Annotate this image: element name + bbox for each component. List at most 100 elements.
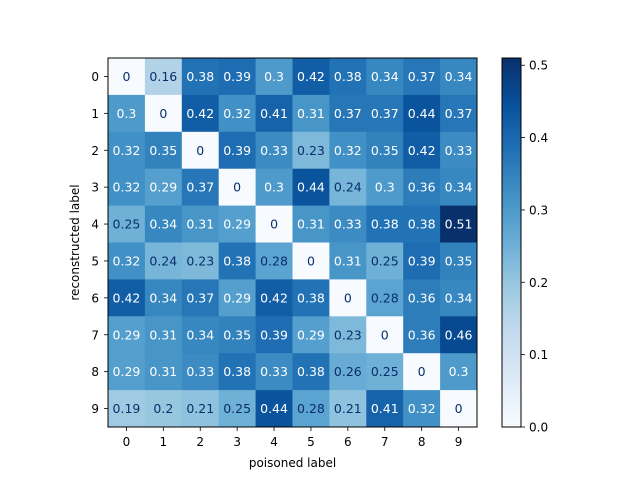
heatmap-cell [108, 205, 146, 243]
heatmap-cell [440, 168, 478, 207]
cell-value-label: 0.31 [297, 217, 325, 232]
heatmap-cell [329, 94, 367, 133]
cell-value-label: 0.33 [334, 217, 362, 232]
cell-value-label: 0.35 [223, 327, 251, 342]
heatmap-cell [181, 205, 220, 243]
cell-value-label: 0 [122, 69, 130, 84]
heatmap-cell [108, 316, 146, 354]
heatmap-cell [108, 242, 146, 280]
x-tick-label: 3 [233, 435, 241, 449]
cell-value-label: 0.39 [223, 143, 251, 158]
heatmap-cell [144, 168, 183, 207]
y-tick-label: 9 [91, 402, 99, 416]
heatmap-cell [403, 94, 441, 133]
cell-value-label: 0.41 [260, 106, 288, 121]
x-axis-label: poisoned label [249, 456, 336, 470]
cell-value-label: 0.25 [223, 401, 251, 416]
heatmap-cell [292, 168, 330, 207]
cell-value-label: 0.32 [113, 253, 141, 268]
heatmap-cell [366, 316, 404, 354]
cell-value-label: 0 [159, 106, 167, 121]
heatmap-cell [108, 353, 146, 391]
y-tick-label: 1 [91, 107, 99, 121]
cell-value-label: 0.29 [113, 327, 141, 342]
cell-value-label: 0.39 [408, 253, 436, 268]
heatmap-cell [144, 353, 183, 391]
colorbar-tick-label: 0.3 [529, 203, 548, 217]
heatmap-cell [144, 316, 183, 354]
cell-value-label: 0.24 [149, 253, 177, 268]
heatmap-cell [255, 390, 293, 428]
heatmap-cell [366, 58, 404, 96]
heatmap-cell [403, 242, 441, 280]
cell-value-label: 0.25 [371, 253, 399, 268]
heatmap-cell [403, 279, 441, 317]
heatmap-cell [366, 279, 404, 317]
cell-value-label: 0.39 [223, 69, 251, 84]
cell-value-label: 0.3 [117, 106, 137, 121]
heatmap-cell [255, 168, 293, 207]
x-tick-label: 1 [160, 435, 168, 449]
heatmap-cell [292, 58, 330, 96]
heatmap-cell [292, 205, 330, 243]
cell-value-label: 0.2 [153, 401, 173, 416]
x-tick-label: 9 [455, 435, 463, 449]
cell-value-label: 0.23 [186, 253, 214, 268]
cell-value-label: 0.3 [264, 180, 284, 195]
heatmap-cell [403, 168, 441, 207]
plot-frame [107, 57, 478, 428]
heatmap-cell [218, 316, 257, 354]
heatmap-cell [366, 390, 404, 428]
heatmap-cell [440, 353, 478, 391]
x-tick-label: 6 [344, 435, 352, 449]
cell-value-label: 0.37 [186, 180, 214, 195]
heatmap-cell [403, 131, 441, 170]
cell-value-label: 0 [196, 143, 204, 158]
cell-value-label: 0.42 [113, 290, 141, 305]
heatmap-cell [108, 131, 146, 170]
cell-value-label: 0 [233, 180, 241, 195]
cell-value-label: 0.25 [113, 217, 141, 232]
cell-value-label: 0.25 [371, 364, 399, 379]
heatmap-cell [181, 94, 220, 133]
colorbar-tick-label: 0.0 [529, 421, 548, 435]
cell-value-label: 0.37 [334, 106, 362, 121]
cell-value-label: 0.44 [408, 106, 436, 121]
heatmap-cell [440, 94, 478, 133]
x-tick-label: 5 [307, 435, 315, 449]
cell-value-label: 0.16 [149, 69, 177, 84]
cell-value-label: 0.28 [371, 290, 399, 305]
cell-value-label: 0.3 [449, 364, 469, 379]
cell-value-label: 0.21 [186, 401, 214, 416]
heatmap-cell [255, 205, 293, 243]
heatmap-cell [292, 94, 330, 133]
colorbar-tick-label: 0.5 [529, 59, 548, 73]
heatmap-cell [440, 58, 478, 96]
heatmap-cell [144, 131, 183, 170]
cell-value-label: 0.37 [445, 106, 473, 121]
x-tick-label: 8 [418, 435, 426, 449]
heatmap-cell [181, 316, 220, 354]
cell-value-label: 0.37 [186, 290, 214, 305]
cell-value-label: 0 [344, 290, 352, 305]
heatmap-cell [218, 390, 257, 428]
heatmap-cell [329, 58, 367, 96]
heatmap-cell [108, 168, 146, 207]
heatmap-cell [218, 242, 257, 280]
cell-value-label: 0 [307, 253, 315, 268]
cell-value-label: 0.31 [149, 364, 177, 379]
y-tick-label: 6 [91, 291, 99, 305]
cell-value-label: 0.38 [223, 253, 251, 268]
y-tick-label: 3 [91, 181, 99, 195]
heatmap-cell [366, 94, 404, 133]
heatmap-cell [108, 279, 146, 317]
cell-value-label: 0.31 [149, 327, 177, 342]
heatmap-cell [440, 390, 478, 428]
cell-value-label: 0.34 [186, 327, 214, 342]
cell-value-label: 0.29 [149, 180, 177, 195]
cell-value-label: 0.33 [260, 143, 288, 158]
heatmap-cell [144, 242, 183, 280]
heatmap-cell [292, 242, 330, 280]
heatmap-cell [181, 279, 220, 317]
heatmap-cell [181, 58, 220, 96]
